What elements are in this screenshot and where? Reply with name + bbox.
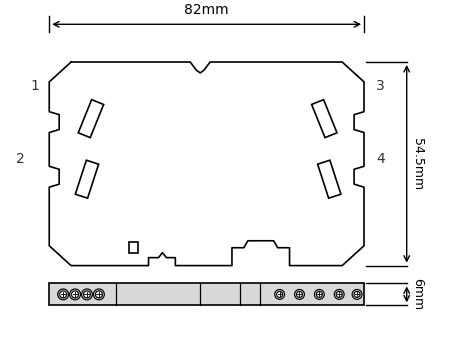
Text: 4: 4 xyxy=(377,152,385,166)
Circle shape xyxy=(60,291,67,298)
Circle shape xyxy=(84,291,90,298)
Circle shape xyxy=(81,289,92,300)
Circle shape xyxy=(58,289,68,300)
Circle shape xyxy=(94,289,104,300)
Circle shape xyxy=(354,292,360,298)
Circle shape xyxy=(316,292,322,298)
Circle shape xyxy=(315,289,324,299)
Circle shape xyxy=(72,291,79,298)
Polygon shape xyxy=(75,160,99,198)
Circle shape xyxy=(274,289,284,299)
Polygon shape xyxy=(129,242,138,253)
Text: 1: 1 xyxy=(31,79,40,93)
Circle shape xyxy=(352,289,362,299)
Polygon shape xyxy=(318,160,341,198)
Polygon shape xyxy=(78,100,104,138)
Circle shape xyxy=(294,289,305,299)
Circle shape xyxy=(70,289,81,300)
Polygon shape xyxy=(49,284,364,305)
Circle shape xyxy=(336,292,342,298)
Text: 3: 3 xyxy=(376,79,384,93)
Text: 82mm: 82mm xyxy=(184,4,229,18)
Text: 2: 2 xyxy=(16,152,25,166)
Text: 54.5mm: 54.5mm xyxy=(411,138,424,190)
Text: 6mm: 6mm xyxy=(411,278,424,310)
Polygon shape xyxy=(311,100,337,138)
Circle shape xyxy=(334,289,344,299)
Circle shape xyxy=(277,292,283,298)
Circle shape xyxy=(95,291,102,298)
Circle shape xyxy=(297,292,302,298)
